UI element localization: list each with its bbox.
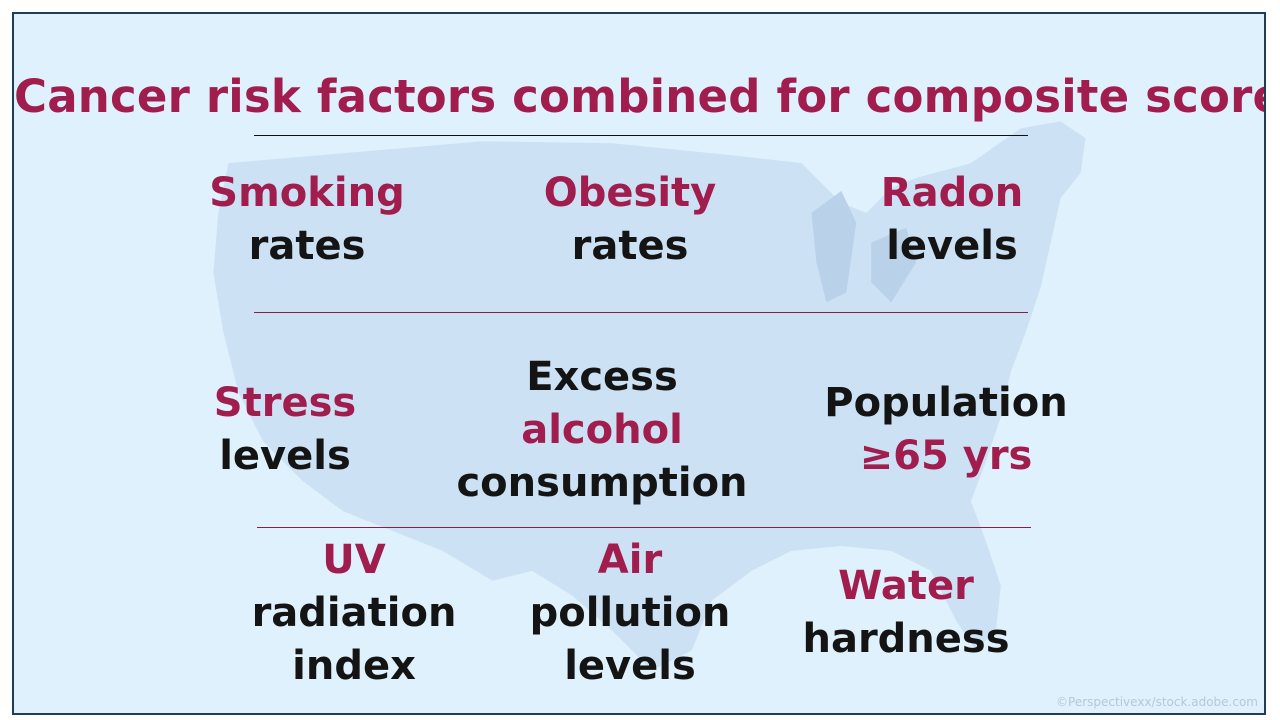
factor-uv: UV radiation index [252,534,457,693]
factor-obesity-measure: rates [571,223,689,269]
divider-bottom [257,527,1031,528]
page-title: Cancer risk factors combined for composi… [14,70,1266,123]
factor-stress-name: Stress [213,380,357,426]
factor-air-measure: pollution [529,590,731,636]
factor-obesity-name: Obesity [543,170,717,216]
slide: Cancer risk factors combined for composi… [12,12,1266,715]
factor-water-measure: hardness [802,616,1010,662]
factor-population-name: Population [824,380,1068,426]
factor-air-unit: levels [564,643,696,689]
factor-stress: Stress levels [214,377,356,483]
factor-alcohol-measure: consumption [456,460,748,506]
factor-alcohol-qualifier: Excess [526,354,678,400]
factor-population-age: ≥65 yrs [859,433,1033,479]
factor-water: Water hardness [802,560,1009,666]
factor-smoking-measure: rates [248,223,366,269]
factor-obesity: Obesity rates [544,167,716,273]
us-map-icon [213,121,1086,671]
factor-smoking-name: Smoking [209,170,405,216]
factor-alcohol-name: alcohol [521,407,683,453]
image-credit: ©Perspectivexx/stock.adobe.com [1056,695,1258,709]
factor-uv-unit: index [292,643,416,689]
factor-radon: Radon levels [881,167,1023,273]
factor-alcohol: Excess alcohol consumption [456,351,747,510]
factor-smoking: Smoking rates [209,167,404,273]
divider-top [254,135,1028,136]
factor-radon-name: Radon [880,170,1024,216]
factor-air-name: Air [597,537,663,583]
factor-population: Population ≥65 yrs [824,377,1067,483]
factor-uv-measure: radiation [251,590,457,636]
divider-middle [254,312,1028,313]
factor-water-name: Water [838,563,974,609]
factor-uv-name: UV [322,537,386,583]
factor-air: Air pollution levels [530,534,731,693]
factor-stress-measure: levels [219,433,351,479]
factor-radon-measure: levels [886,223,1018,269]
